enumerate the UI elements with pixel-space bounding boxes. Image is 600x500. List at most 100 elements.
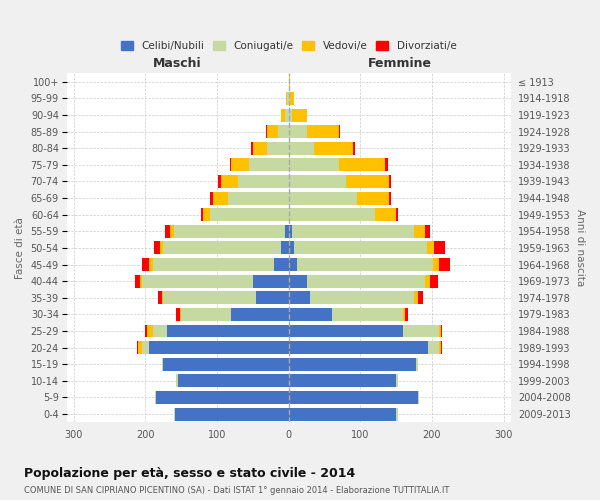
Bar xyxy=(440,324,442,338)
Bar xyxy=(232,308,289,321)
Bar xyxy=(167,324,289,338)
Bar xyxy=(289,274,307,287)
Bar xyxy=(147,324,152,338)
Bar xyxy=(292,108,307,122)
Bar xyxy=(253,142,267,154)
Bar xyxy=(433,258,439,271)
Bar xyxy=(428,341,439,354)
Bar xyxy=(389,192,391,204)
Bar xyxy=(221,175,238,188)
Bar xyxy=(137,341,138,354)
Bar xyxy=(274,258,289,271)
Bar xyxy=(289,158,339,172)
Bar xyxy=(297,258,433,271)
Bar xyxy=(142,341,149,354)
Text: COMUNE DI SAN CIPRIANO PICENTINO (SA) - Dati ISTAT 1° gennaio 2014 - Elaborazion: COMUNE DI SAN CIPRIANO PICENTINO (SA) - … xyxy=(24,486,449,495)
Bar xyxy=(289,142,314,154)
Bar xyxy=(180,308,181,321)
Bar xyxy=(385,158,388,172)
Bar xyxy=(289,225,292,238)
Bar xyxy=(174,408,175,420)
Bar xyxy=(145,324,147,338)
Bar xyxy=(230,158,232,172)
Bar xyxy=(339,158,385,172)
Bar xyxy=(396,374,398,388)
Bar xyxy=(290,92,293,105)
Bar xyxy=(414,225,425,238)
Bar xyxy=(228,192,289,204)
Bar xyxy=(281,108,285,122)
Bar xyxy=(439,324,440,338)
Bar xyxy=(295,242,427,254)
Bar xyxy=(416,358,418,370)
Bar xyxy=(289,175,346,188)
Bar xyxy=(285,225,289,238)
Bar xyxy=(289,308,332,321)
Bar xyxy=(289,408,396,420)
Bar xyxy=(152,324,167,338)
Bar xyxy=(289,341,428,354)
Bar xyxy=(170,225,174,238)
Bar xyxy=(287,92,289,105)
Bar xyxy=(307,274,425,287)
Bar xyxy=(232,158,249,172)
Bar xyxy=(346,175,389,188)
Bar xyxy=(430,274,437,287)
Bar xyxy=(210,208,289,221)
Bar xyxy=(163,292,256,304)
Bar xyxy=(403,308,404,321)
Bar xyxy=(289,108,292,122)
Bar xyxy=(163,358,289,370)
Bar xyxy=(281,242,289,254)
Bar xyxy=(289,258,297,271)
Bar xyxy=(163,242,281,254)
Bar xyxy=(238,175,289,188)
Bar xyxy=(149,258,152,271)
Y-axis label: Anni di nascita: Anni di nascita xyxy=(575,210,585,286)
Bar xyxy=(389,175,391,188)
Bar xyxy=(434,242,445,254)
Bar xyxy=(353,142,355,154)
Bar xyxy=(332,308,403,321)
Bar xyxy=(181,308,232,321)
Bar xyxy=(289,92,290,105)
Bar xyxy=(142,258,149,271)
Bar xyxy=(289,76,290,88)
Bar xyxy=(289,125,307,138)
Bar xyxy=(286,92,287,105)
Bar xyxy=(214,192,228,204)
Bar xyxy=(289,242,295,254)
Bar xyxy=(289,324,403,338)
Bar xyxy=(404,308,408,321)
Bar xyxy=(158,292,162,304)
Bar xyxy=(203,208,210,221)
Bar xyxy=(201,208,203,221)
Bar xyxy=(218,175,221,188)
Bar xyxy=(134,274,140,287)
Bar xyxy=(162,292,163,304)
Bar xyxy=(403,324,439,338)
Bar xyxy=(176,308,180,321)
Bar xyxy=(256,292,289,304)
Bar xyxy=(307,125,339,138)
Bar xyxy=(251,142,253,154)
Bar xyxy=(396,208,398,221)
Bar xyxy=(175,408,289,420)
Bar xyxy=(439,341,440,354)
Bar xyxy=(425,225,430,238)
Bar xyxy=(289,208,374,221)
Bar xyxy=(418,292,424,304)
Bar xyxy=(149,341,289,354)
Bar xyxy=(285,108,289,122)
Bar xyxy=(253,274,289,287)
Bar xyxy=(427,242,434,254)
Bar xyxy=(140,274,142,287)
Text: Maschi: Maschi xyxy=(153,57,202,70)
Bar xyxy=(176,374,178,388)
Bar xyxy=(160,242,163,254)
Bar xyxy=(154,242,160,254)
Bar xyxy=(357,192,389,204)
Bar xyxy=(289,374,396,388)
Bar xyxy=(289,192,357,204)
Bar xyxy=(440,341,442,354)
